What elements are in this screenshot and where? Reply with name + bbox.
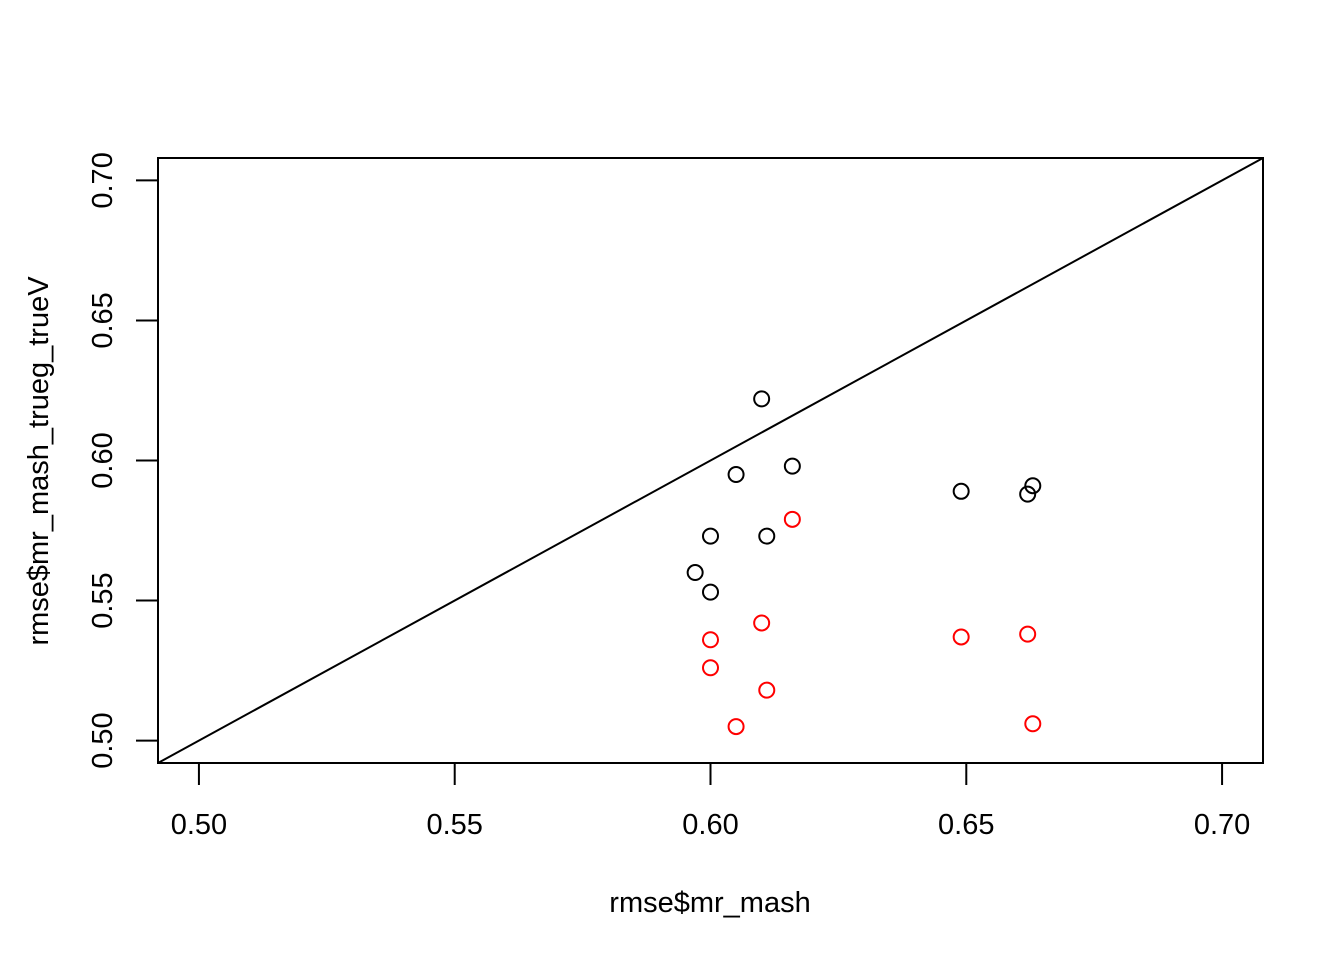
data-point bbox=[952, 482, 970, 500]
x-tick-label: 0.55 bbox=[426, 809, 482, 841]
data-point bbox=[952, 628, 970, 646]
data-point bbox=[702, 631, 719, 649]
data-point bbox=[753, 614, 771, 632]
y-axis: 0.50 0.55 0.60 0.65 0.70 bbox=[87, 152, 159, 769]
data-point bbox=[702, 583, 719, 601]
x-tick-label: 0.60 bbox=[682, 809, 738, 841]
data-point bbox=[1019, 485, 1037, 503]
data-point bbox=[702, 527, 719, 545]
reference-line-group bbox=[157, 157, 1264, 764]
data-point bbox=[686, 564, 704, 582]
x-tick-label: 0.70 bbox=[1194, 809, 1250, 841]
y-tick-label: 0.55 bbox=[87, 572, 119, 628]
identity-reference-line bbox=[157, 157, 1264, 764]
data-points bbox=[686, 390, 1042, 736]
data-point bbox=[753, 390, 771, 408]
data-point bbox=[727, 718, 745, 736]
plot-frame bbox=[157, 157, 1264, 764]
x-axis-title: rmse$mr_mash bbox=[609, 887, 810, 919]
data-point bbox=[1024, 715, 1042, 733]
x-tick-label: 0.65 bbox=[938, 809, 994, 841]
data-point bbox=[727, 466, 745, 484]
y-tick-label: 0.65 bbox=[87, 292, 119, 348]
x-tick-label: 0.50 bbox=[171, 809, 227, 841]
data-point bbox=[783, 510, 801, 528]
data-point bbox=[702, 659, 719, 677]
y-axis-title: rmse$mr_mash_trueg_trueV bbox=[23, 276, 55, 646]
x-axis: 0.50 0.55 0.60 0.65 0.70 bbox=[171, 762, 1250, 841]
y-tick-label: 0.70 bbox=[87, 152, 119, 208]
y-tick-label: 0.60 bbox=[87, 432, 119, 488]
y-tick-label: 0.50 bbox=[87, 712, 119, 768]
data-point bbox=[758, 527, 776, 545]
data-point bbox=[1024, 477, 1042, 495]
data-point bbox=[1019, 625, 1037, 643]
data-point bbox=[783, 457, 801, 475]
data-point bbox=[758, 681, 776, 699]
